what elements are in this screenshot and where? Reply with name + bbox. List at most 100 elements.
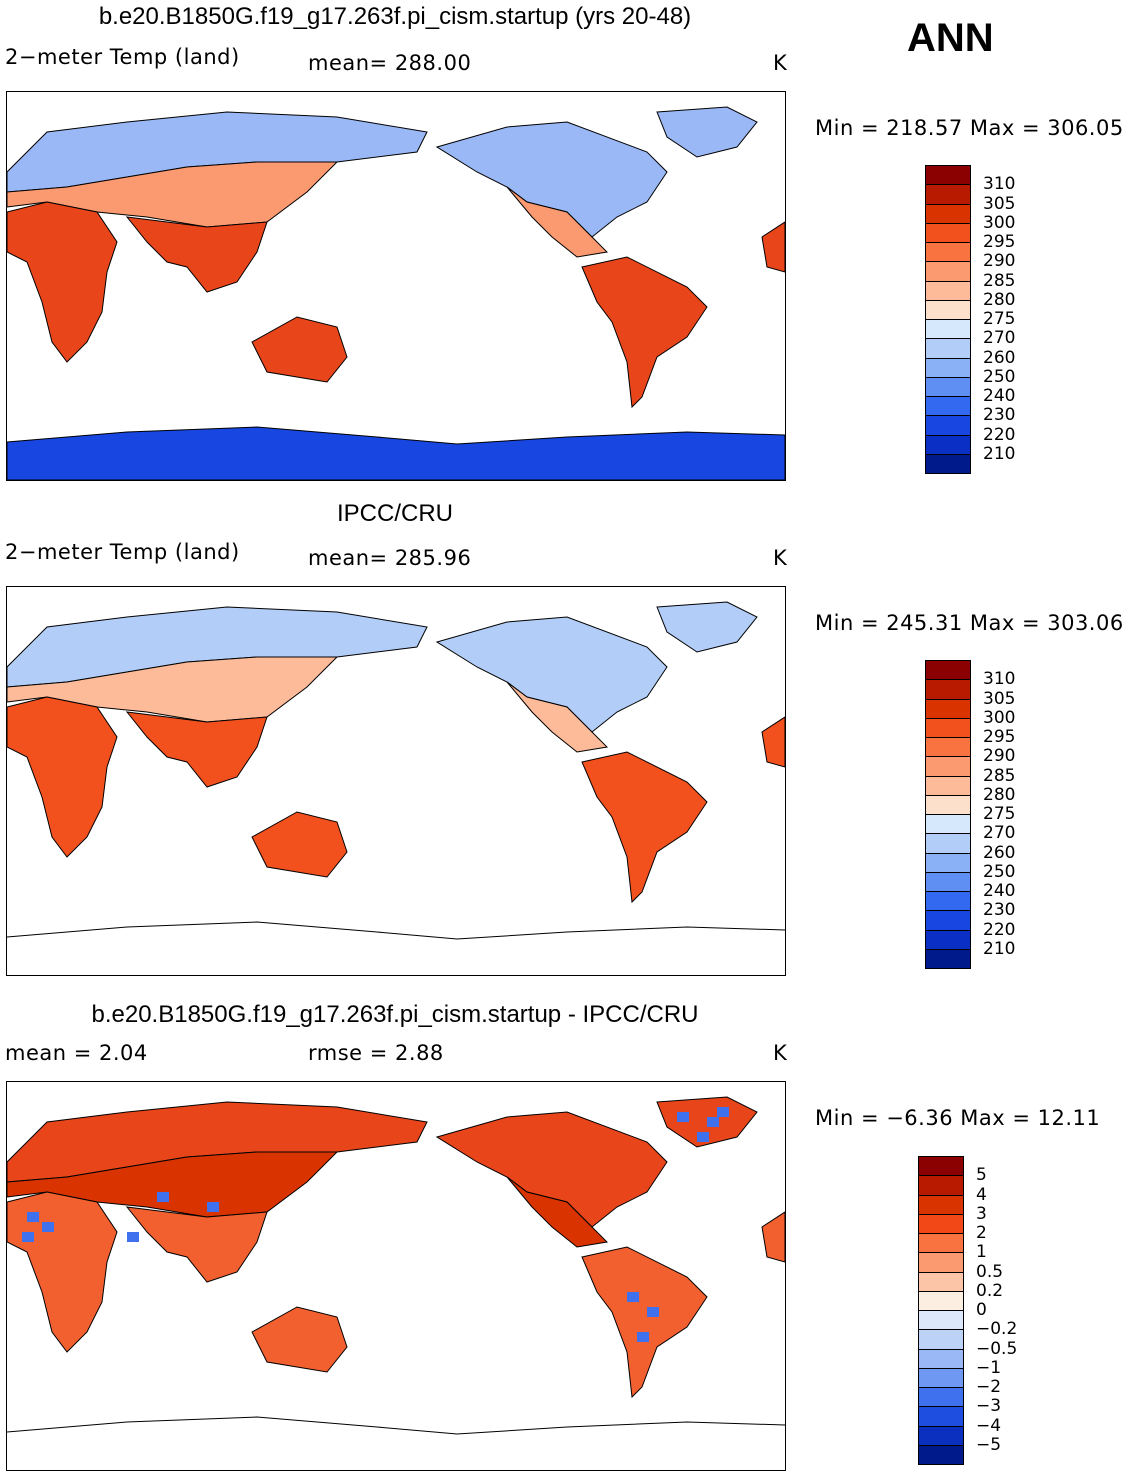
colorbar-tick-label: 5 bbox=[976, 1165, 987, 1186]
colorbar-segment bbox=[925, 261, 971, 282]
colorbar-segment bbox=[918, 1348, 964, 1369]
land-north-america-south bbox=[506, 1176, 609, 1248]
colorbar-tick-label: −5 bbox=[976, 1434, 1002, 1455]
colorbar-segment bbox=[925, 434, 971, 455]
colorbar-tick-label: 270 bbox=[983, 823, 1016, 844]
colorbar-tick-label: 260 bbox=[983, 347, 1016, 368]
colorbar-tick-label: −3 bbox=[976, 1396, 1002, 1417]
land-australia bbox=[251, 811, 348, 878]
land-australia bbox=[251, 316, 348, 383]
colorbar-segment bbox=[925, 871, 971, 892]
bias-cell bbox=[677, 1112, 689, 1122]
panel-1-variable-label: 2−meter Temp (land) bbox=[5, 45, 240, 69]
colorbar-segment bbox=[925, 910, 971, 931]
panel-1-title: b.e20.B1850G.f19_g17.263f.pi_cism.startu… bbox=[98, 3, 692, 30]
panel-3-minmax: Min = −6.36 Max = 12.11 bbox=[815, 1106, 1101, 1130]
colorbar-tick-label: 210 bbox=[983, 938, 1016, 959]
bias-cell bbox=[717, 1107, 729, 1117]
colorbar-segment bbox=[925, 775, 971, 796]
bias-cell bbox=[127, 1232, 139, 1242]
land-antarctica bbox=[7, 426, 785, 480]
colorbar-segment bbox=[918, 1290, 964, 1311]
colorbar-segment bbox=[918, 1156, 964, 1177]
colorbar-tick-label: 275 bbox=[983, 309, 1016, 329]
panel-2-map bbox=[6, 586, 786, 976]
land-north-america-south bbox=[506, 186, 609, 258]
colorbar-tick-label: 295 bbox=[983, 727, 1016, 747]
colorbar-segment bbox=[925, 357, 971, 378]
colorbar-segment bbox=[925, 396, 971, 417]
colorbar-segment bbox=[925, 660, 971, 681]
colorbar-tick-label: 275 bbox=[983, 804, 1016, 824]
colorbar-segment bbox=[925, 679, 971, 700]
colorbar-segment bbox=[925, 222, 971, 243]
colorbar-segment bbox=[925, 794, 971, 815]
colorbar-tick-label: 305 bbox=[983, 193, 1016, 214]
colorbar-tick-label: −4 bbox=[976, 1415, 1002, 1436]
colorbar-tick-label: 300 bbox=[983, 707, 1016, 728]
land-greenland bbox=[656, 106, 758, 158]
colorbar-segment bbox=[925, 299, 971, 320]
panel-1-mean-label: mean= 288.00 bbox=[308, 51, 472, 75]
colorbar-tick-label: 250 bbox=[983, 366, 1016, 387]
colorbar-tick-label: 1 bbox=[976, 1242, 987, 1263]
colorbar-segment bbox=[918, 1387, 964, 1408]
colorbar-tick-label: −0.5 bbox=[976, 1338, 1018, 1359]
season-label: ANN bbox=[907, 16, 994, 60]
bias-cell bbox=[157, 1192, 169, 1202]
panel-1-colorbar: 310 305 300 295 290 285 280 275 270 260 250 240 230 2… bbox=[925, 165, 1015, 474]
bias-cell bbox=[627, 1292, 639, 1302]
colorbar-tick-label: 0.2 bbox=[976, 1280, 1004, 1301]
colorbar-tick-label: 280 bbox=[983, 784, 1016, 805]
land-africa bbox=[7, 201, 118, 363]
colorbar-tick-label: 240 bbox=[983, 881, 1016, 901]
panel-3-title: b.e20.B1850G.f19_g17.263f.pi_cism.startu… bbox=[91, 1001, 699, 1028]
colorbar-segment bbox=[925, 453, 971, 474]
colorbar-tick-label: 290 bbox=[983, 746, 1016, 767]
colorbar-tick-label: −1 bbox=[976, 1357, 1002, 1378]
land-australia bbox=[251, 1306, 348, 1373]
bias-cell bbox=[22, 1232, 34, 1242]
panel-1-units: K bbox=[773, 51, 788, 75]
colorbar-segment bbox=[925, 319, 971, 340]
colorbar-segment bbox=[925, 833, 971, 854]
panel-1-map bbox=[6, 91, 786, 481]
colorbar-tick-label: 285 bbox=[983, 270, 1016, 291]
colorbar-segment bbox=[918, 1175, 964, 1196]
colorbar-tick-label: 310 bbox=[983, 174, 1016, 195]
colorbar-tick-label: 285 bbox=[983, 765, 1016, 786]
colorbar-segment bbox=[925, 756, 971, 777]
colorbar-segment bbox=[918, 1425, 964, 1446]
colorbar-segment bbox=[918, 1194, 964, 1215]
colorbar-tick-label: 290 bbox=[983, 251, 1016, 272]
colorbar-segment bbox=[925, 717, 971, 738]
colorbar-tick-label: 260 bbox=[983, 842, 1016, 863]
land-africa bbox=[7, 1191, 118, 1353]
panel-2-units: K bbox=[773, 546, 788, 570]
colorbar-segment bbox=[925, 415, 971, 436]
colorbar-tick-label: 270 bbox=[983, 328, 1016, 349]
colorbar-segment bbox=[925, 737, 971, 758]
land-north-america-south bbox=[506, 681, 609, 753]
colorbar-tick-label: 240 bbox=[983, 386, 1016, 406]
colorbar-tick-label: 0.5 bbox=[976, 1261, 1004, 1282]
panel-2-title: IPCC/CRU bbox=[336, 500, 453, 527]
panel-2-mean-label: mean= 285.96 bbox=[308, 546, 472, 570]
land-west-africa-east bbox=[761, 221, 785, 273]
bias-cell bbox=[697, 1132, 709, 1142]
land-africa bbox=[7, 696, 118, 858]
land-south-asia bbox=[125, 1206, 268, 1283]
land-south-asia bbox=[125, 711, 268, 788]
land-greenland bbox=[656, 601, 758, 653]
colorbar-segment bbox=[918, 1271, 964, 1292]
colorbar-segment bbox=[918, 1310, 964, 1331]
panel-2-minmax: Min = 245.31 Max = 303.06 bbox=[815, 611, 1124, 635]
colorbar-tick-label: 310 bbox=[983, 669, 1016, 690]
colorbar-segment bbox=[918, 1213, 964, 1234]
bias-cell bbox=[647, 1307, 659, 1317]
colorbar-segment bbox=[918, 1406, 964, 1427]
bias-cell bbox=[637, 1332, 649, 1342]
colorbar-segment bbox=[918, 1329, 964, 1350]
colorbar-segment bbox=[925, 165, 971, 186]
colorbar-segment bbox=[925, 338, 971, 359]
